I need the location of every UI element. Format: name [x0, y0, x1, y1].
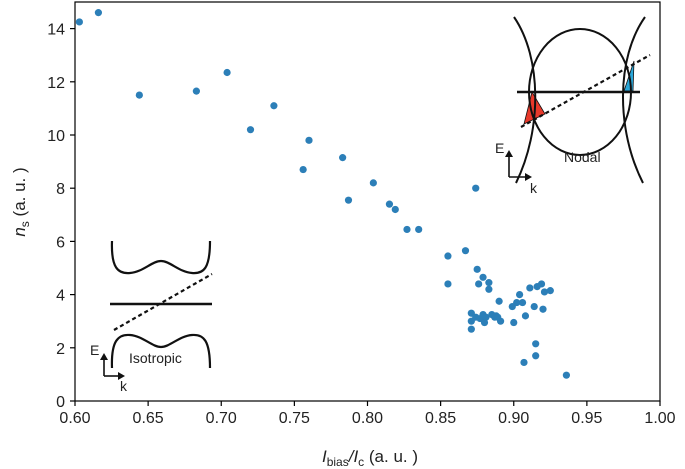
data-point — [495, 297, 503, 305]
x-label-mid: /I — [348, 447, 359, 466]
nodal-k-label: k — [530, 180, 538, 196]
x-tick-label: 0.70 — [206, 410, 237, 427]
nodal-e-label: E — [495, 140, 504, 156]
x-tick-label: 0.90 — [498, 410, 529, 427]
x-tick-label: 0.65 — [133, 410, 164, 427]
data-point — [482, 313, 490, 321]
data-point — [192, 87, 200, 95]
isotropic-lower-band — [110, 333, 212, 369]
nodal-label: Nodal — [564, 149, 601, 165]
nodal-e-arrowhead — [505, 150, 513, 157]
isotropic-k-label: k — [120, 378, 128, 394]
data-point — [444, 280, 452, 288]
data-point — [223, 68, 231, 77]
data-point — [75, 18, 83, 26]
y-tick-label: 10 — [47, 128, 65, 145]
x-tick-label: 0.95 — [571, 410, 602, 427]
data-point — [475, 280, 483, 288]
isotropic-label: Isotropic — [129, 350, 182, 366]
x-label-unit: (a. u. ) — [364, 447, 418, 466]
y-tick-label: 6 — [56, 234, 65, 251]
data-point — [385, 200, 394, 208]
data-point — [516, 291, 524, 299]
data-point — [510, 318, 518, 327]
data-point — [467, 325, 475, 333]
nodal-inset: E k Nodal — [495, 16, 651, 196]
x-tick-label: 0.85 — [425, 410, 456, 427]
x-tick-label: 0.60 — [59, 410, 90, 427]
isotropic-upper-band — [110, 240, 212, 275]
nodal-right-band — [622, 16, 646, 184]
x-tick-label: 1.00 — [644, 410, 675, 427]
data-point — [521, 312, 530, 320]
isotropic-inset: E k Isotropic — [90, 240, 213, 394]
y-tick-label: 0 — [56, 394, 65, 411]
data-point — [339, 154, 347, 162]
x-label-sub: bias — [327, 455, 349, 469]
x-tick-label: 0.80 — [352, 410, 383, 427]
data-point — [485, 285, 493, 293]
y-axis-label: ns (a. u. ) — [10, 167, 32, 236]
data-point — [473, 265, 481, 273]
data-point — [562, 371, 571, 379]
y-tick-label: 4 — [56, 288, 65, 305]
data-point — [518, 298, 527, 307]
y-tick-label: 2 — [56, 341, 65, 358]
data-point — [444, 252, 452, 260]
y-label-unit: (a. u. ) — [10, 167, 29, 221]
x-label-main: I — [322, 447, 327, 466]
data-point — [135, 91, 143, 99]
nodal-left-band — [513, 16, 537, 184]
y-label-main: n — [10, 227, 29, 236]
data-point — [530, 302, 538, 311]
data-point — [305, 136, 313, 144]
y-axis: 0 2 4 6 8 10 12 14 — [47, 22, 75, 411]
data-point — [540, 288, 549, 296]
x-label-sub2: c — [358, 455, 364, 469]
isotropic-bias-line — [113, 273, 213, 331]
y-tick-label: 8 — [56, 181, 65, 198]
data-point — [526, 284, 534, 292]
x-tick-label: 0.75 — [279, 410, 310, 427]
data-point — [537, 280, 546, 288]
axes-box — [74, 1, 661, 402]
data-point — [485, 279, 493, 287]
data-point — [415, 225, 423, 234]
data-point — [369, 179, 377, 187]
x-axis: 0.60 0.65 0.70 0.75 0.80 0.85 0.90 0.95 1.00 — [59, 401, 676, 427]
data-point — [532, 352, 540, 360]
nodal-bias-line — [520, 54, 651, 128]
x-axis-label: Ibias/Ic (a. u. ) — [322, 447, 418, 469]
data-point — [246, 126, 255, 134]
data-point — [270, 102, 278, 110]
data-point — [391, 205, 399, 214]
data-point — [299, 165, 307, 174]
nodal-k-arrowhead — [525, 173, 532, 181]
plot-frame — [74, 1, 661, 402]
y-tick-label: 12 — [47, 75, 65, 92]
data-point — [344, 196, 353, 204]
isotropic-e-arrowhead — [100, 353, 108, 360]
y-label-sub: s — [18, 221, 32, 227]
data-point — [539, 305, 547, 313]
data-points — [75, 9, 571, 379]
data-point — [479, 273, 487, 281]
data-point — [94, 9, 102, 17]
data-point — [520, 358, 528, 367]
y-tick-label: 14 — [47, 22, 65, 39]
isotropic-e-label: E — [90, 342, 99, 358]
data-point — [513, 298, 521, 307]
data-point — [546, 287, 554, 295]
data-point — [403, 225, 411, 234]
data-point — [461, 247, 470, 255]
data-point — [496, 317, 505, 325]
isotropic-k-arrowhead — [118, 372, 125, 380]
data-point — [532, 340, 540, 348]
data-point — [472, 184, 480, 192]
